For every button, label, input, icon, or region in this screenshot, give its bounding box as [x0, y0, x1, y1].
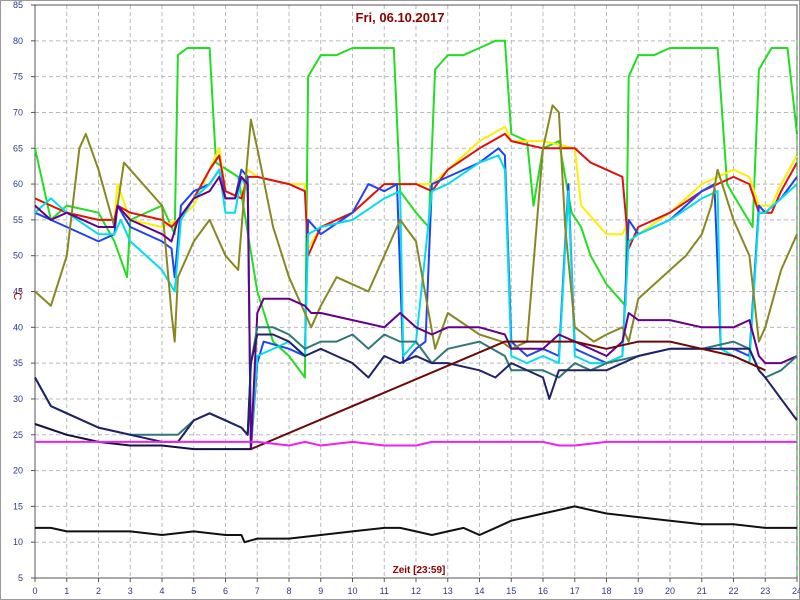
x-tick-label: 18: [601, 586, 611, 596]
series-line-5: [34, 154, 798, 451]
y-tick-label: 85: [13, 0, 23, 10]
x-tick-label: 3: [128, 586, 133, 596]
x-tick-label: 12: [411, 586, 421, 596]
x-tick-label: 11: [380, 586, 389, 596]
x-tick-label: 23: [760, 586, 770, 596]
y-tick-label: 70: [13, 107, 23, 117]
y-axis-label: °C: [11, 288, 23, 300]
x-tick-label: 2: [96, 586, 101, 596]
y-tick-label: 50: [13, 251, 23, 261]
y-tick-label: 80: [13, 36, 23, 46]
x-tick-label: 15: [506, 586, 516, 596]
y-tick-label: 25: [13, 430, 23, 440]
x-tick-label: 20: [665, 586, 675, 596]
x-tick-label: 13: [443, 586, 453, 596]
x-tick-label: 16: [538, 586, 548, 596]
series-line-1: [34, 39, 798, 379]
x-tick-label: 8: [286, 586, 291, 596]
x-tick-label: 4: [159, 586, 164, 596]
x-tick-label: 21: [697, 586, 707, 596]
chart-title: Fri, 06.10.2017: [356, 10, 445, 25]
series-line-4: [34, 147, 798, 451]
y-tick-label: 35: [13, 358, 23, 368]
y-tick-label: 30: [13, 394, 23, 404]
series-line-12: [35, 440, 797, 447]
x-tick-label: 5: [191, 586, 196, 596]
x-tick-label: 7: [255, 586, 260, 596]
x-axis-ticks: 0 1 2 3 4 5 6 7 8 9 10 11 12 13 14 15 16 17 18 19 20 21 22 23 24: [32, 578, 800, 596]
x-tick-label: 17: [570, 586, 580, 596]
y-tick-label: 65: [13, 143, 23, 153]
series-line-13: [35, 505, 797, 544]
y-tick-label: 45: [13, 287, 23, 297]
x-tick-label: 14: [474, 586, 484, 596]
series-line-7: [34, 175, 798, 451]
x-tick-label: 1: [64, 586, 69, 596]
x-tick-label: 6: [223, 586, 228, 596]
y-tick-label: 15: [13, 501, 23, 511]
y-tick-label: 75: [13, 72, 23, 82]
series-line-9: [34, 333, 798, 443]
series-line-11: [250, 340, 766, 451]
y-tick-label: 55: [13, 215, 23, 225]
grid: [34, 4, 798, 579]
x-tick-label: 9: [318, 586, 323, 596]
y-tick-label: 40: [13, 322, 23, 332]
x-tick-label: 24: [792, 586, 800, 596]
series-line-10: [34, 423, 251, 451]
y-tick-label: 20: [13, 466, 23, 476]
y-tick-label: 10: [13, 537, 23, 547]
y-tick-label: 5: [18, 573, 23, 583]
y-axis-ticks: 5 10 15 20 25 30 35 40 45 50 55 60 65 70 75 80 85: [13, 0, 35, 583]
x-tick-label: 10: [347, 586, 357, 596]
x-axis-label: Zeit [23:59]: [393, 565, 446, 576]
series-layer: [34, 39, 798, 544]
x-tick-label: 19: [633, 586, 643, 596]
x-tick-label: 0: [32, 586, 37, 596]
series-line-6: [34, 104, 798, 350]
x-tick-label: 22: [728, 586, 738, 596]
y-tick-label: 60: [13, 179, 23, 189]
